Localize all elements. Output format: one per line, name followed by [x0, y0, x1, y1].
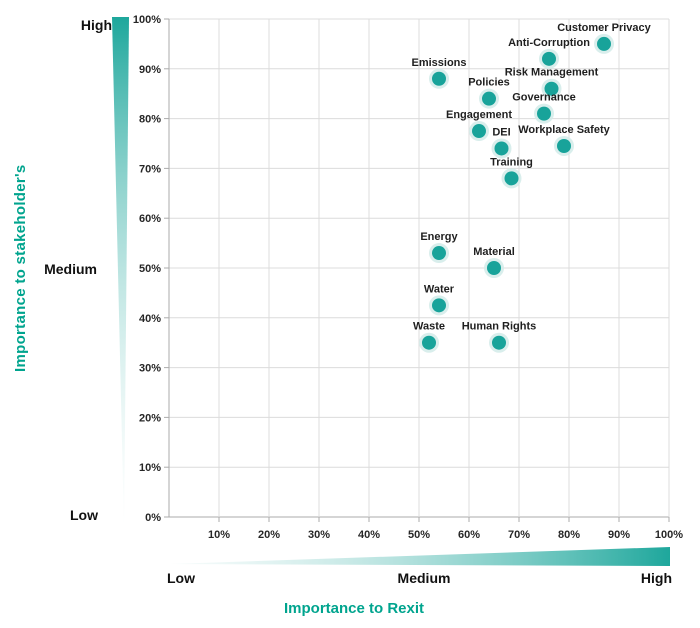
data-point	[544, 81, 559, 96]
data-point	[482, 91, 496, 106]
data-point	[422, 335, 436, 350]
grid-layer: 0% 10% 20% 30% 40% 50% 60% 70% 80% 90% 100% 10% 20% 3…	[133, 14, 683, 541]
data-point-label: Policies	[468, 77, 510, 89]
data-point	[504, 171, 519, 186]
data-point-label: Workplace Safety	[518, 124, 610, 136]
y-tick-label: 10%	[139, 462, 161, 474]
data-point-label: Governance	[512, 92, 576, 104]
data-point-label: Risk Management	[505, 67, 599, 79]
data-point	[557, 138, 571, 153]
data-point-label: Human Rights	[462, 321, 537, 333]
x-tick-label: 100%	[655, 529, 683, 541]
x-axis-title: Importance to Rexit	[283, 600, 425, 617]
y-tick-label: 40%	[139, 313, 161, 325]
x-tick-label: 70%	[508, 529, 530, 541]
y-scale-label-high: High	[80, 17, 112, 33]
y-tick-label: 80%	[139, 114, 161, 126]
x-tick-label: 10%	[208, 529, 230, 541]
x-scale-label-low: Low	[167, 570, 195, 586]
data-point-label: Engagement	[446, 109, 512, 121]
x-tick-label: 60%	[458, 529, 480, 541]
y-tick-label: 20%	[139, 412, 161, 424]
data-point-label: Waste	[413, 321, 445, 333]
data-point-label: Training	[490, 156, 533, 168]
x-tick-label: 80%	[558, 529, 580, 541]
x-scale-label-high: High	[640, 570, 672, 586]
data-point	[597, 36, 611, 51]
data-point	[494, 141, 509, 156]
y-tick-label: 70%	[139, 163, 161, 175]
data-point-label: Customer Privacy	[557, 22, 651, 34]
data-point-label: Material	[473, 246, 515, 258]
data-point	[537, 106, 551, 121]
y-scale-label-medium: Medium	[44, 261, 97, 277]
data-point-label: DEI	[492, 126, 510, 138]
data-point-label: Energy	[420, 231, 458, 243]
data-point-label: Water	[424, 283, 455, 295]
y-tick-label: 90%	[139, 64, 161, 76]
x-tick-label: 50%	[408, 529, 430, 541]
data-point	[492, 335, 506, 350]
data-point	[542, 51, 556, 66]
data-point	[432, 246, 446, 261]
y-scale-label-low: Low	[70, 507, 98, 523]
data-point	[432, 298, 446, 313]
data-point	[432, 71, 446, 86]
data-point-label: Anti-Corruption	[508, 37, 590, 49]
y-tick-label: 30%	[139, 363, 161, 375]
data-point	[472, 124, 486, 139]
y-tick-label: 100%	[133, 14, 161, 26]
data-point	[487, 261, 501, 275]
x-scale-label-medium: Medium	[397, 570, 451, 586]
x-tick-label: 40%	[358, 529, 380, 541]
x-tick-label: 30%	[308, 529, 330, 541]
data-point-label: Emissions	[411, 57, 466, 69]
x-tick-label: 90%	[608, 529, 630, 541]
x-axis-gradient-wedge	[170, 547, 670, 566]
x-tick-label: 20%	[258, 529, 280, 541]
y-tick-label: 0%	[145, 512, 161, 524]
y-tick-label: 50%	[139, 263, 161, 275]
y-axis-gradient-wedge	[112, 17, 129, 527]
points-layer: Customer Privacy Anti-Corruption Risk Mana…	[411, 22, 652, 353]
y-tick-label: 60%	[139, 213, 161, 225]
